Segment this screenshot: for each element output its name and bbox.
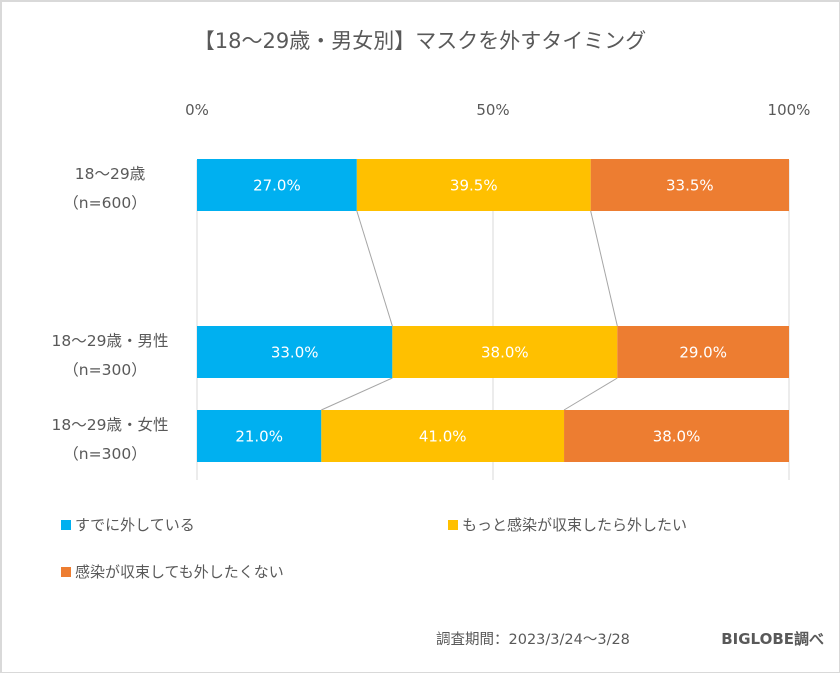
legend-label: すでに外している	[75, 516, 195, 534]
series-line	[321, 377, 393, 411]
x-tick-label: 100%	[768, 101, 811, 119]
bar-segment	[590, 159, 789, 211]
category-labels: 18～29歳 （n=600） 18～29歳・男性 （n=300） 18～29歳・女性 （n…	[52, 165, 169, 463]
legend-swatch	[61, 520, 71, 530]
series-line	[590, 210, 618, 327]
bar-segment	[564, 410, 789, 462]
bar-segment	[356, 159, 591, 211]
category-sample-size: （n=300）	[63, 445, 146, 463]
bars: 27.0% 39.5% 33.5% 33.0% 38.0% 29.0% 21.0% 41.0%…	[197, 159, 789, 462]
category-sample-size: （n=300）	[63, 361, 146, 379]
x-tick-label: 50%	[476, 101, 509, 119]
legend-label: 感染が収束しても外したくない	[75, 563, 284, 581]
data-label: 41.0%	[419, 428, 467, 446]
source-label: BIGLOBE調べ	[721, 630, 824, 648]
data-label: 33.0%	[271, 344, 319, 362]
category-label: 18～29歳	[75, 165, 145, 183]
data-label: 39.5%	[450, 177, 498, 195]
data-label: 33.5%	[666, 177, 714, 195]
legend-label: もっと感染が収束したら外したい	[462, 516, 687, 534]
data-label: 29.0%	[679, 344, 727, 362]
series-line	[563, 377, 618, 411]
bar-segment	[197, 159, 357, 211]
category-label: 18～29歳・女性	[52, 415, 169, 434]
series-line	[356, 210, 393, 327]
bar-segment	[321, 410, 565, 462]
x-tick-label: 0%	[185, 101, 209, 119]
legend-swatch	[448, 520, 458, 530]
category-label: 18～29歳・男性	[52, 332, 169, 350]
data-label: 38.0%	[481, 344, 529, 362]
bar-segment	[197, 410, 322, 462]
legend-swatch	[61, 567, 71, 577]
x-axis-ticks: 0% 50% 100%	[185, 101, 810, 119]
data-label: 21.0%	[235, 428, 283, 446]
bar-segment	[197, 326, 393, 378]
chart-title: 【18～29歳・男女別】マスクを外すタイミング	[194, 29, 646, 53]
series-lines	[321, 210, 618, 411]
data-label: 27.0%	[253, 177, 301, 195]
bar-segment	[392, 326, 618, 378]
bar-segment	[617, 326, 789, 378]
category-sample-size: （n=600）	[63, 194, 146, 212]
data-label: 38.0%	[653, 428, 701, 446]
survey-period: 調査期間：2023/3/24～3/28	[436, 631, 630, 648]
